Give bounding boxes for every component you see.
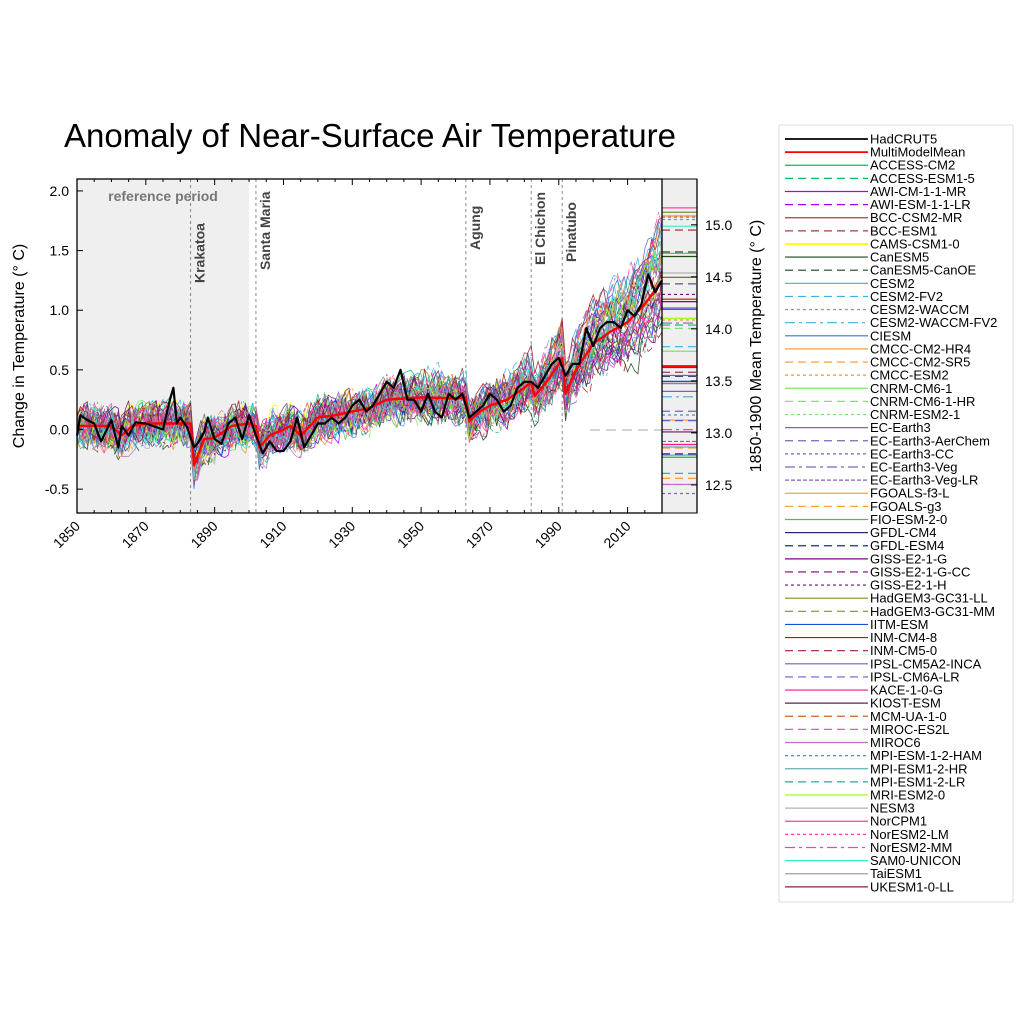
legend-label: EC-Earth3-AerChem	[870, 433, 990, 448]
legend-label: HadCRUT5	[870, 132, 937, 147]
legend-label: CNRM-CM6-1-HR	[870, 394, 975, 409]
legend-label: NorESM2-MM	[870, 840, 952, 855]
volcano-markers: Krakatoa Santa Maria Agung El Chichon Pinatu…	[190, 179, 579, 513]
legend-label: MPI-ESM1-2-LR	[870, 774, 965, 789]
legend-label: FGOALS-g3	[870, 499, 942, 514]
legend-label: CESM2-WACCM	[870, 302, 969, 317]
y-right-tick-label: 13.0	[705, 425, 732, 441]
legend-label: MIROC6	[870, 735, 921, 750]
legend-label: MRI-ESM2-0	[870, 788, 945, 803]
legend-label: CMCC-ESM2	[870, 368, 949, 383]
y-tick-label: 1.0	[50, 302, 70, 318]
y-tick-label: -0.5	[45, 481, 69, 497]
legend-label: CanESM5-CanOE	[870, 263, 977, 278]
model-baseline-marks	[662, 207, 697, 495]
legend-label: GFDL-ESM4	[870, 538, 944, 553]
legend-label: CESM2-FV2	[870, 289, 943, 304]
legend-label: MPI-ESM1-2-HR	[870, 761, 968, 776]
legend-label: CNRM-CM6-1	[870, 381, 952, 396]
legend-label: IPSL-CM6A-LR	[870, 669, 960, 684]
legend-label: CAMS-CSM1-0	[870, 236, 960, 251]
legend-label: CNRM-ESM2-1	[870, 407, 960, 422]
y-right-tick-label: 14.5	[705, 269, 732, 285]
legend-label: NorESM2-LM	[870, 827, 949, 842]
y-right-tick-label: 15.0	[705, 217, 732, 233]
legend-label: CESM2-WACCM-FV2	[870, 315, 997, 330]
x-tick-label: 1950	[394, 518, 427, 551]
x-tick-label: 1930	[325, 518, 358, 551]
legend-label: FIO-ESM-2-0	[870, 512, 947, 527]
y-tick-label: 0.0	[50, 422, 70, 438]
legend-label: KIOST-ESM	[870, 696, 941, 711]
y-right-tick-label: 13.5	[705, 373, 732, 389]
volcano-label: Santa Maria	[257, 191, 273, 270]
model-line	[76, 258, 663, 455]
x-tick-label: 1990	[532, 518, 565, 551]
legend-label: TaiESM1	[870, 866, 922, 881]
legend-label: MPI-ESM-1-2-HAM	[870, 748, 982, 763]
legend-label: INM-CM5-0	[870, 643, 937, 658]
main-series	[75, 273, 663, 467]
y-axis-label: Change in Temperature (° C)	[11, 244, 28, 448]
y-tick-label: 1.5	[50, 243, 70, 259]
x-tick-label: 1970	[463, 518, 496, 551]
legend-label: EC-Earth3-CC	[870, 446, 954, 461]
legend-label: IITM-ESM	[870, 617, 929, 632]
legend-label: BCC-CSM2-MR	[870, 210, 962, 225]
x-tick-label: 1910	[256, 518, 289, 551]
legend-label: EC-Earth3-Veg	[870, 460, 957, 475]
legend-label: AWI-ESM-1-1-LR	[870, 197, 971, 212]
reference-period-shade	[77, 179, 250, 513]
volcano-label: Agung	[467, 206, 483, 250]
legend-label: MultiModelMean	[870, 145, 965, 160]
legend-label: NorCPM1	[870, 814, 927, 829]
legend-label: EC-Earth3	[870, 420, 931, 435]
legend-label: MCM-UA-1-0	[870, 709, 947, 724]
legend-label: CanESM5	[870, 250, 929, 265]
legend-label: HadGEM3-GC31-MM	[870, 604, 995, 619]
legend-label: ACCESS-ESM1-5	[870, 171, 975, 186]
legend-label: FGOALS-f3-L	[870, 486, 949, 501]
y-tick-label: 0.5	[50, 362, 70, 378]
legend-label: GISS-E2-1-G-CC	[870, 564, 970, 579]
legend-label: ACCESS-CM2	[870, 158, 955, 173]
legend-label: CMCC-CM2-SR5	[870, 355, 970, 370]
volcano-label: Krakatoa	[192, 223, 208, 283]
legend-label: BCC-ESM1	[870, 223, 937, 238]
legend-label: UKESM1-0-LL	[870, 879, 954, 894]
legend-label: GISS-E2-1-H	[870, 578, 947, 593]
legend-label: GFDL-CM4	[870, 525, 936, 540]
volcano-label: El Chichon	[532, 192, 548, 265]
legend-label: NESM3	[870, 801, 915, 816]
legend-label: MIROC-ES2L	[870, 722, 949, 737]
volcano-label: Pinatubo	[563, 202, 579, 262]
legend-label: SAM0-UNICON	[870, 853, 961, 868]
legend-label: CESM2	[870, 276, 915, 291]
chart-title: Anomaly of Near-Surface Air Temperature	[64, 117, 676, 154]
y-right-tick-label: 12.5	[705, 477, 732, 493]
legend-label: IPSL-CM5A2-INCA	[870, 656, 982, 671]
hadcrut5-line	[75, 273, 663, 455]
legend-box	[778, 124, 1014, 903]
legend-label: KACE-1-0-G	[870, 683, 943, 698]
legend-label: AWI-CM-1-1-MR	[870, 184, 966, 199]
y-right-tick-label: 14.0	[705, 321, 732, 337]
legend-label: HadGEM3-GC31-LL	[870, 591, 988, 606]
legend-label: CIESM	[870, 328, 911, 343]
legend-label: INM-CM4-8	[870, 630, 937, 645]
right-panel	[661, 178, 698, 514]
x-tick-label: 1850	[50, 518, 83, 551]
legend-label: CMCC-CM2-HR4	[870, 341, 971, 356]
reference-period-label: reference period	[108, 188, 218, 204]
legend-label: EC-Earth3-Veg-LR	[870, 473, 978, 488]
y-tick-label: 2.0	[50, 183, 70, 199]
legend-label: GISS-E2-1-G	[870, 551, 947, 566]
x-tick-label: 2010	[600, 518, 633, 551]
legend: HadCRUT5MultiModelMeanACCESS-CM2ACCESS-E…	[785, 132, 997, 894]
x-tick-label: 1890	[187, 518, 220, 551]
y-axis-right-label: 1850-1900 Mean Temperature (° C)	[748, 220, 765, 472]
x-tick-label: 1870	[119, 518, 152, 551]
